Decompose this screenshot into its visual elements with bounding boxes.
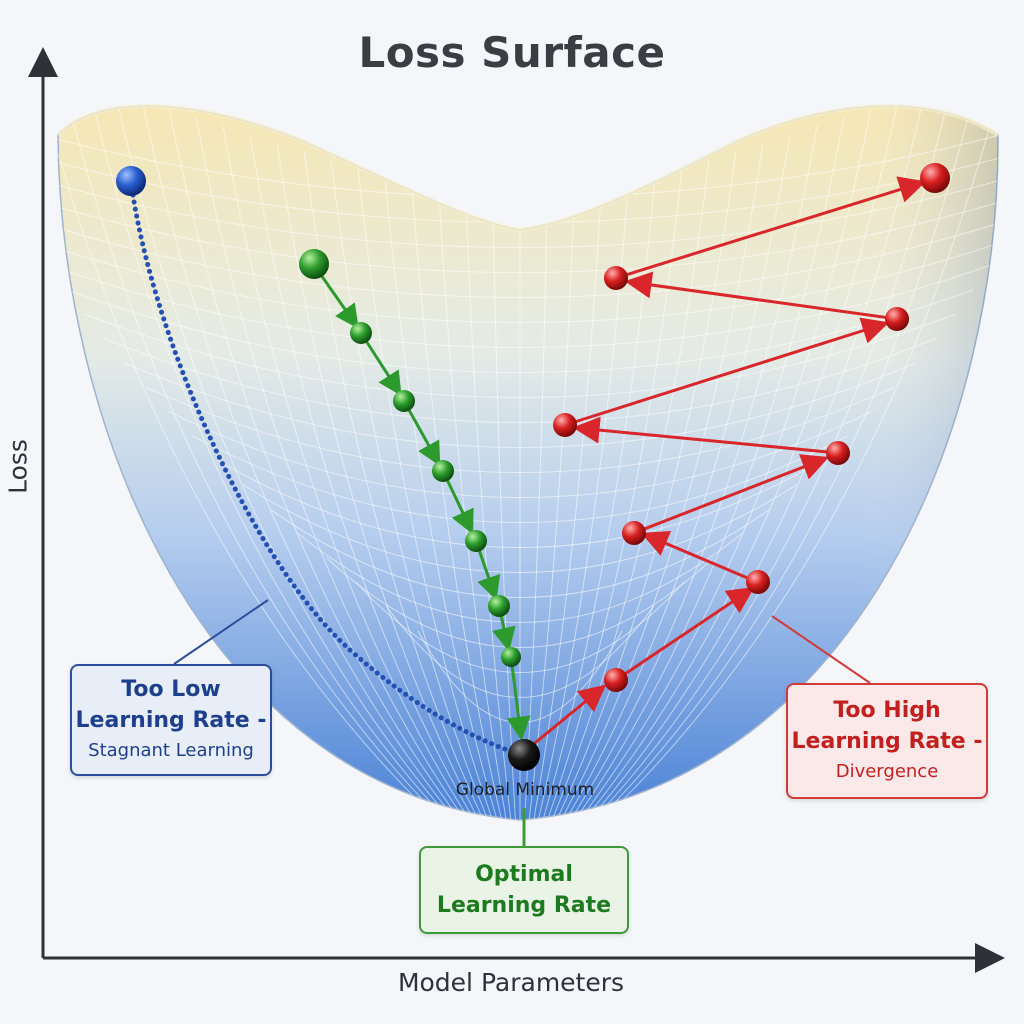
x-axis-label: Model Parameters	[397, 968, 625, 997]
global-minimum-ball	[508, 739, 540, 771]
optimal-balls	[299, 249, 521, 667]
too-high-leader	[771, 615, 871, 684]
too-high-line1: Too High	[833, 698, 941, 723]
too-low-line1: Too Low	[121, 677, 221, 702]
too-high-balls	[553, 163, 950, 692]
too-low-start-ball	[116, 166, 146, 196]
loss-bowl	[56, 104, 1000, 821]
y-axis-label: Loss	[3, 439, 33, 494]
optimal-line1: Optimal	[475, 862, 573, 887]
too-low-leader	[173, 599, 269, 665]
too-low-callout: Too Low Learning Rate - Stagnant Learnin…	[70, 664, 272, 776]
optimal-callout: Optimal Learning Rate	[419, 846, 629, 934]
too-high-path	[529, 176, 927, 749]
page-title: Loss Surface	[358, 28, 666, 77]
too-high-callout: Too High Learning Rate - Divergence	[786, 683, 988, 799]
too-high-line3: Divergence	[835, 761, 939, 782]
too-high-line2: Learning Rate -	[791, 729, 983, 754]
optimal-line2: Learning Rate	[436, 893, 612, 918]
too-low-line2: Learning Rate -	[75, 708, 267, 733]
too-low-line3: Stagnant Learning	[88, 740, 254, 761]
too-low-path	[128, 178, 525, 758]
global-minimum-label: Global Minimum	[455, 780, 595, 800]
